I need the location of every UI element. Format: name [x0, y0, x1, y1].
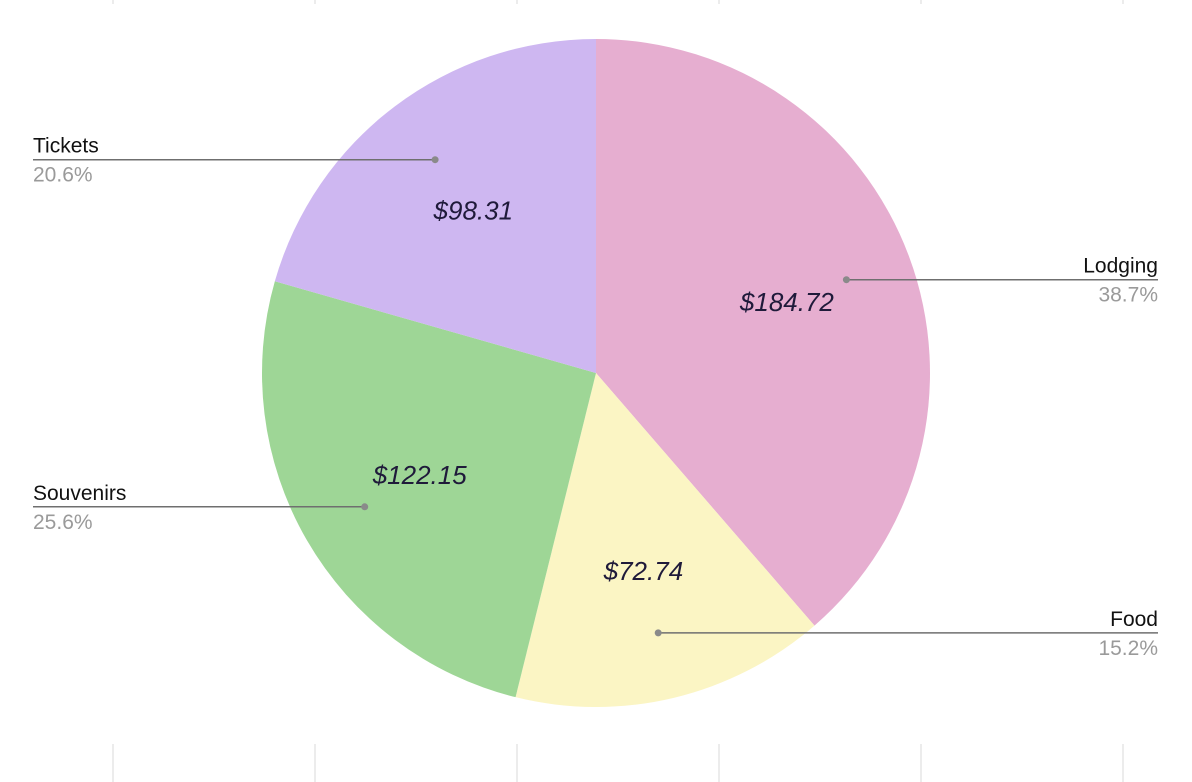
- slice-value-labels: $184.72 $72.74 $122.15 $98.31: [372, 195, 835, 586]
- slice-tickets[interactable]: [274, 39, 596, 373]
- leader-dot-tickets: [431, 156, 439, 164]
- value-label-food: $72.74: [603, 556, 684, 586]
- pie-slices: [261, 39, 930, 708]
- leader-dot-food: [654, 629, 662, 637]
- value-label-tickets: $98.31: [433, 195, 514, 225]
- callout-label-tickets: Tickets: [33, 135, 99, 158]
- callout-percent-tickets: 20.6%: [33, 164, 93, 187]
- background-gridlines: [112, 0, 1124, 782]
- value-label-souvenirs: $122.15: [372, 460, 468, 490]
- callout-percent-souvenirs: 25.6%: [33, 511, 93, 534]
- callout-percent-lodging: 38.7%: [1098, 284, 1158, 307]
- callout-label-lodging: Lodging: [1083, 255, 1158, 278]
- slice-lodging[interactable]: [596, 39, 930, 626]
- leader-dot-souvenirs: [361, 503, 369, 511]
- value-label-lodging: $184.72: [739, 287, 835, 317]
- callout-label-food: Food: [1110, 608, 1158, 631]
- callout-label-souvenirs: Souvenirs: [33, 482, 126, 505]
- callout-percent-food: 15.2%: [1098, 637, 1158, 660]
- leader-dot-lodging: [842, 276, 850, 284]
- slice-souvenirs[interactable]: [261, 281, 596, 698]
- slice-callouts: Lodging 38.7% Food 15.2% Souvenirs 25.6% Ticke…: [33, 135, 1158, 660]
- slice-food[interactable]: [515, 373, 815, 708]
